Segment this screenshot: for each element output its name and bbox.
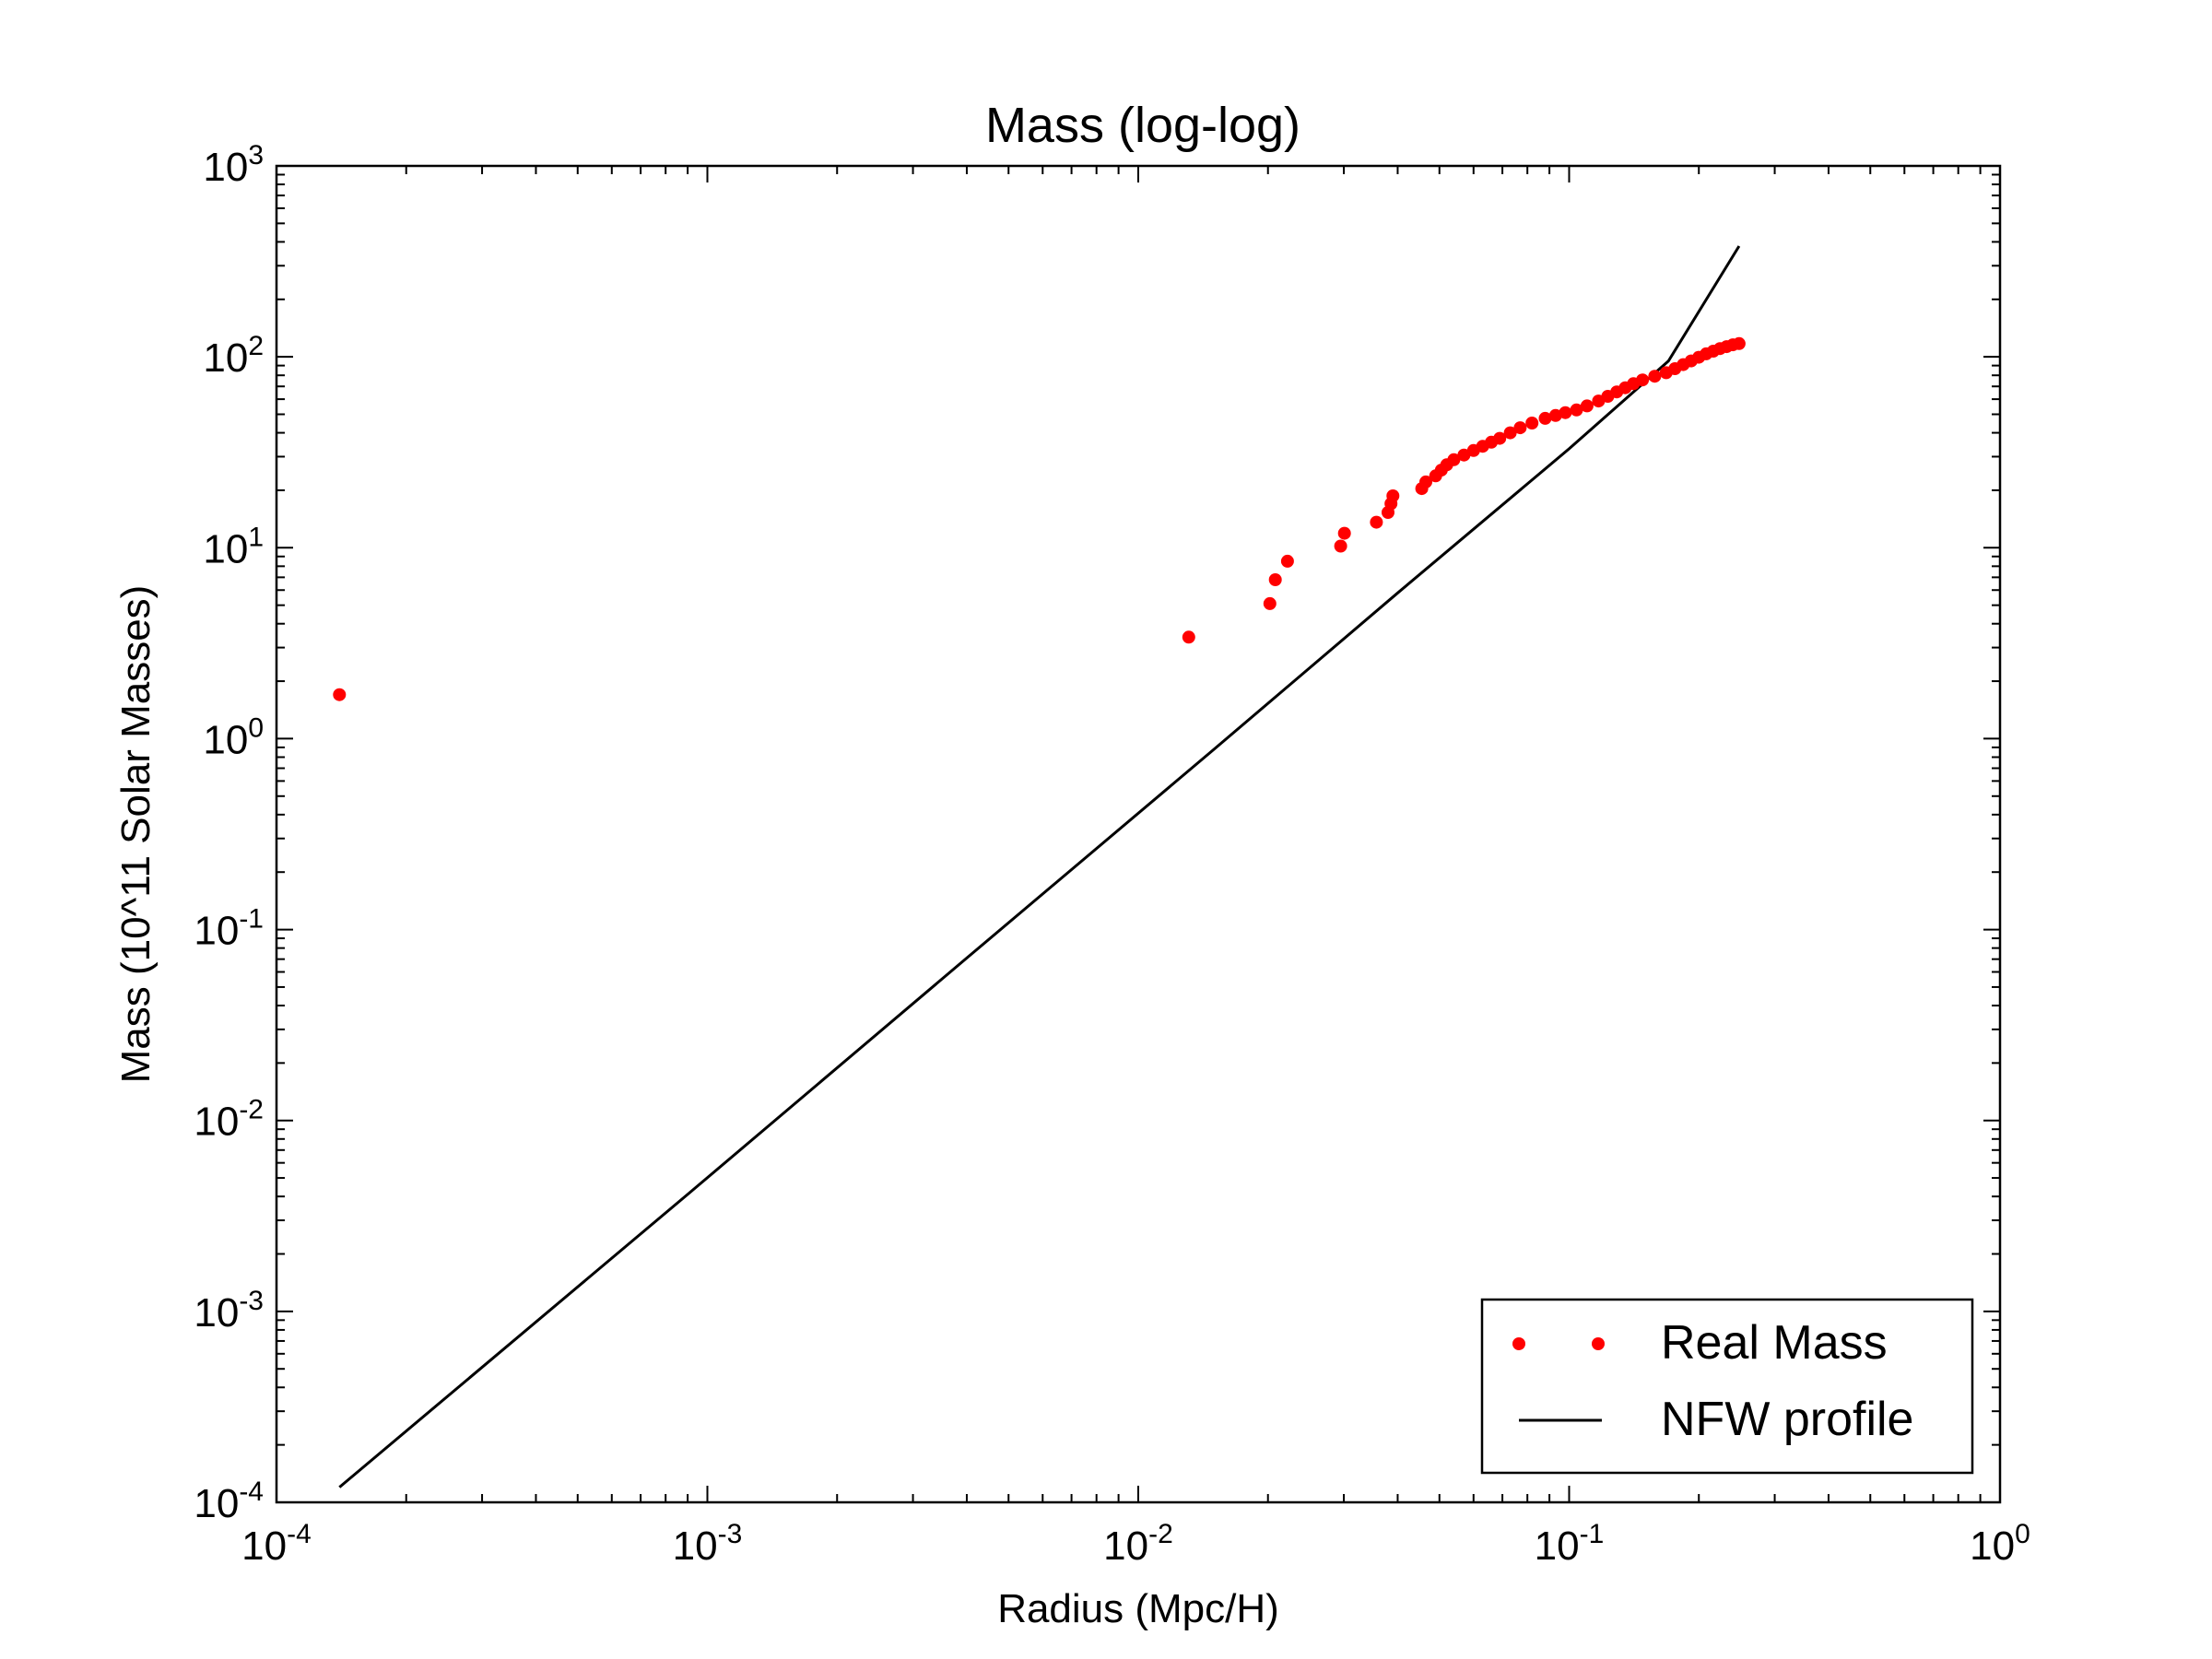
data-point-real-mass — [1648, 370, 1662, 383]
legend-label-real-mass: Real Mass — [1661, 1316, 1888, 1370]
data-point-real-mass — [1263, 596, 1277, 610]
legend-marker-real-mass-2 — [1592, 1337, 1605, 1350]
data-point-real-mass — [1447, 453, 1461, 466]
data-point-real-mass — [1732, 336, 1746, 350]
legend-marker-real-mass-1 — [1512, 1337, 1525, 1350]
y-tick-label: 103 — [203, 140, 264, 190]
data-point-real-mass — [1419, 475, 1432, 488]
x-tick-label: 10-3 — [673, 1519, 743, 1569]
y-tick-label: 10-1 — [194, 904, 264, 954]
data-point-real-mass — [1493, 431, 1507, 445]
x-tick-label: 10-4 — [241, 1519, 312, 1569]
legend: Real Mass NFW profile — [1480, 1298, 1974, 1475]
y-tick-label: 102 — [203, 331, 264, 381]
chart-title: Mass (log-log) — [985, 98, 1300, 153]
x-tick-label: 100 — [1970, 1519, 2030, 1569]
y-tick-label: 100 — [203, 712, 264, 762]
y-tick-label: 10-4 — [194, 1477, 264, 1526]
data-point-real-mass — [1182, 630, 1195, 644]
y-tick-label: 101 — [203, 522, 264, 571]
tick-layer — [276, 165, 2001, 1503]
data-point-real-mass — [1513, 421, 1527, 435]
y-tick-labels: 10-4 10-3 10-2 10-1 100 101 102 103 — [194, 140, 264, 1526]
y-tick-label: 10-3 — [194, 1286, 264, 1335]
x-tick-labels: 10-4 10-3 10-2 10-1 100 — [241, 1519, 2030, 1569]
legend-label-nfw-profile: NFW profile — [1661, 1393, 1913, 1446]
y-tick-label: 10-2 — [194, 1095, 264, 1145]
data-point-real-mass — [1334, 539, 1347, 553]
x-tick-label: 10-2 — [1103, 1519, 1173, 1569]
x-tick-label: 10-1 — [1535, 1519, 1605, 1569]
y-axis-label: Mass (10^11 Solar Masses) — [113, 585, 159, 1084]
data-point-real-mass — [1337, 526, 1351, 540]
x-axis-label: Radius (Mpc/H) — [997, 1586, 1279, 1631]
data-point-real-mass — [1548, 408, 1562, 422]
data-point-real-mass — [1457, 448, 1471, 462]
data-point-real-mass — [1559, 406, 1572, 419]
data-point-real-mass — [1386, 489, 1400, 502]
data-point-real-mass — [1503, 426, 1517, 440]
data-point-real-mass — [1370, 515, 1383, 529]
data-point-real-mass — [1538, 411, 1552, 425]
legend-box — [1480, 1298, 1974, 1475]
data-point-real-mass — [1280, 554, 1294, 568]
point-layer — [333, 336, 1746, 701]
data-point-real-mass — [1580, 399, 1594, 413]
data-point-real-mass — [1268, 573, 1282, 586]
data-point-real-mass — [1570, 403, 1583, 417]
data-point-real-mass — [1525, 417, 1539, 429]
data-point-real-mass — [333, 688, 347, 701]
data-point-real-mass — [1636, 373, 1650, 387]
plot-area: 10-4 10-3 10-2 10-1 100 10-410-310-210-11001… — [194, 140, 2030, 1569]
